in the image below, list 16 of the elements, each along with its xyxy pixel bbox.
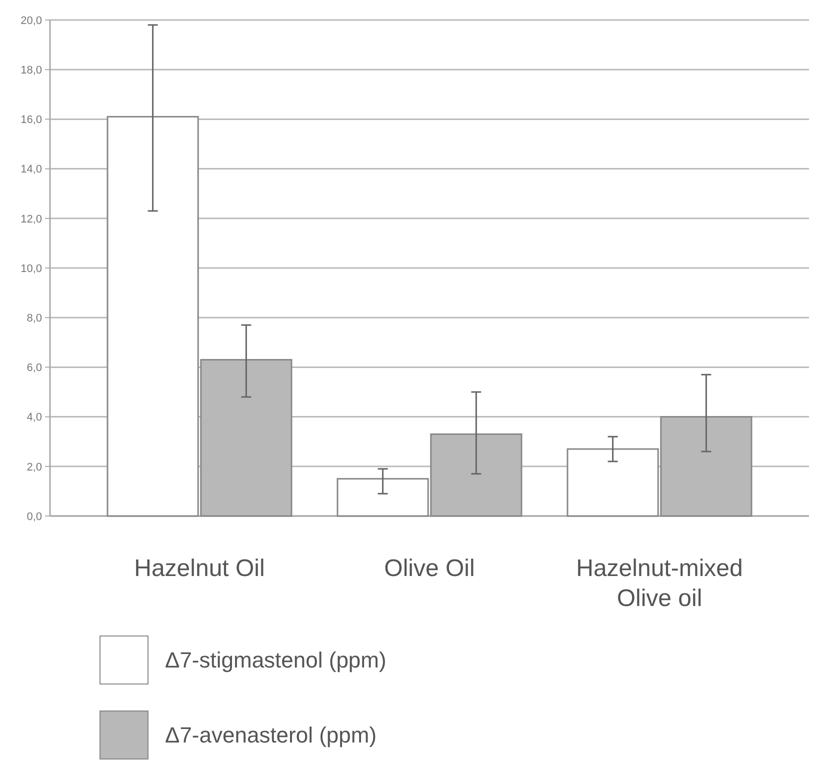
y-tick-label: 2,0 [26,461,42,474]
x-tick-label: Hazelnut-mixed Olive oil [576,555,743,612]
y-tick-label: 14,0 [20,164,42,176]
x-tick-label: Olive Oil [384,555,475,582]
y-tick-label: 8,0 [26,312,42,324]
y-tick-label: 16,0 [20,114,42,126]
y-tick-label: 0,0 [26,510,42,523]
y-tick-label: 10,0 [20,262,42,275]
y-tick-label: 12,0 [20,213,42,226]
legend-label: Δ7-avenasterol (ppm) [165,722,377,748]
y-tick-label: 4,0 [26,412,42,424]
legend-label: Δ7-stigmastenol (ppm) [165,648,386,673]
y-tick-label: 6,0 [26,362,42,374]
y-tick-label: 20,0 [20,14,42,27]
y-tick-label: 18,0 [20,64,42,76]
x-tick-label: Hazelnut Oil [134,555,265,582]
